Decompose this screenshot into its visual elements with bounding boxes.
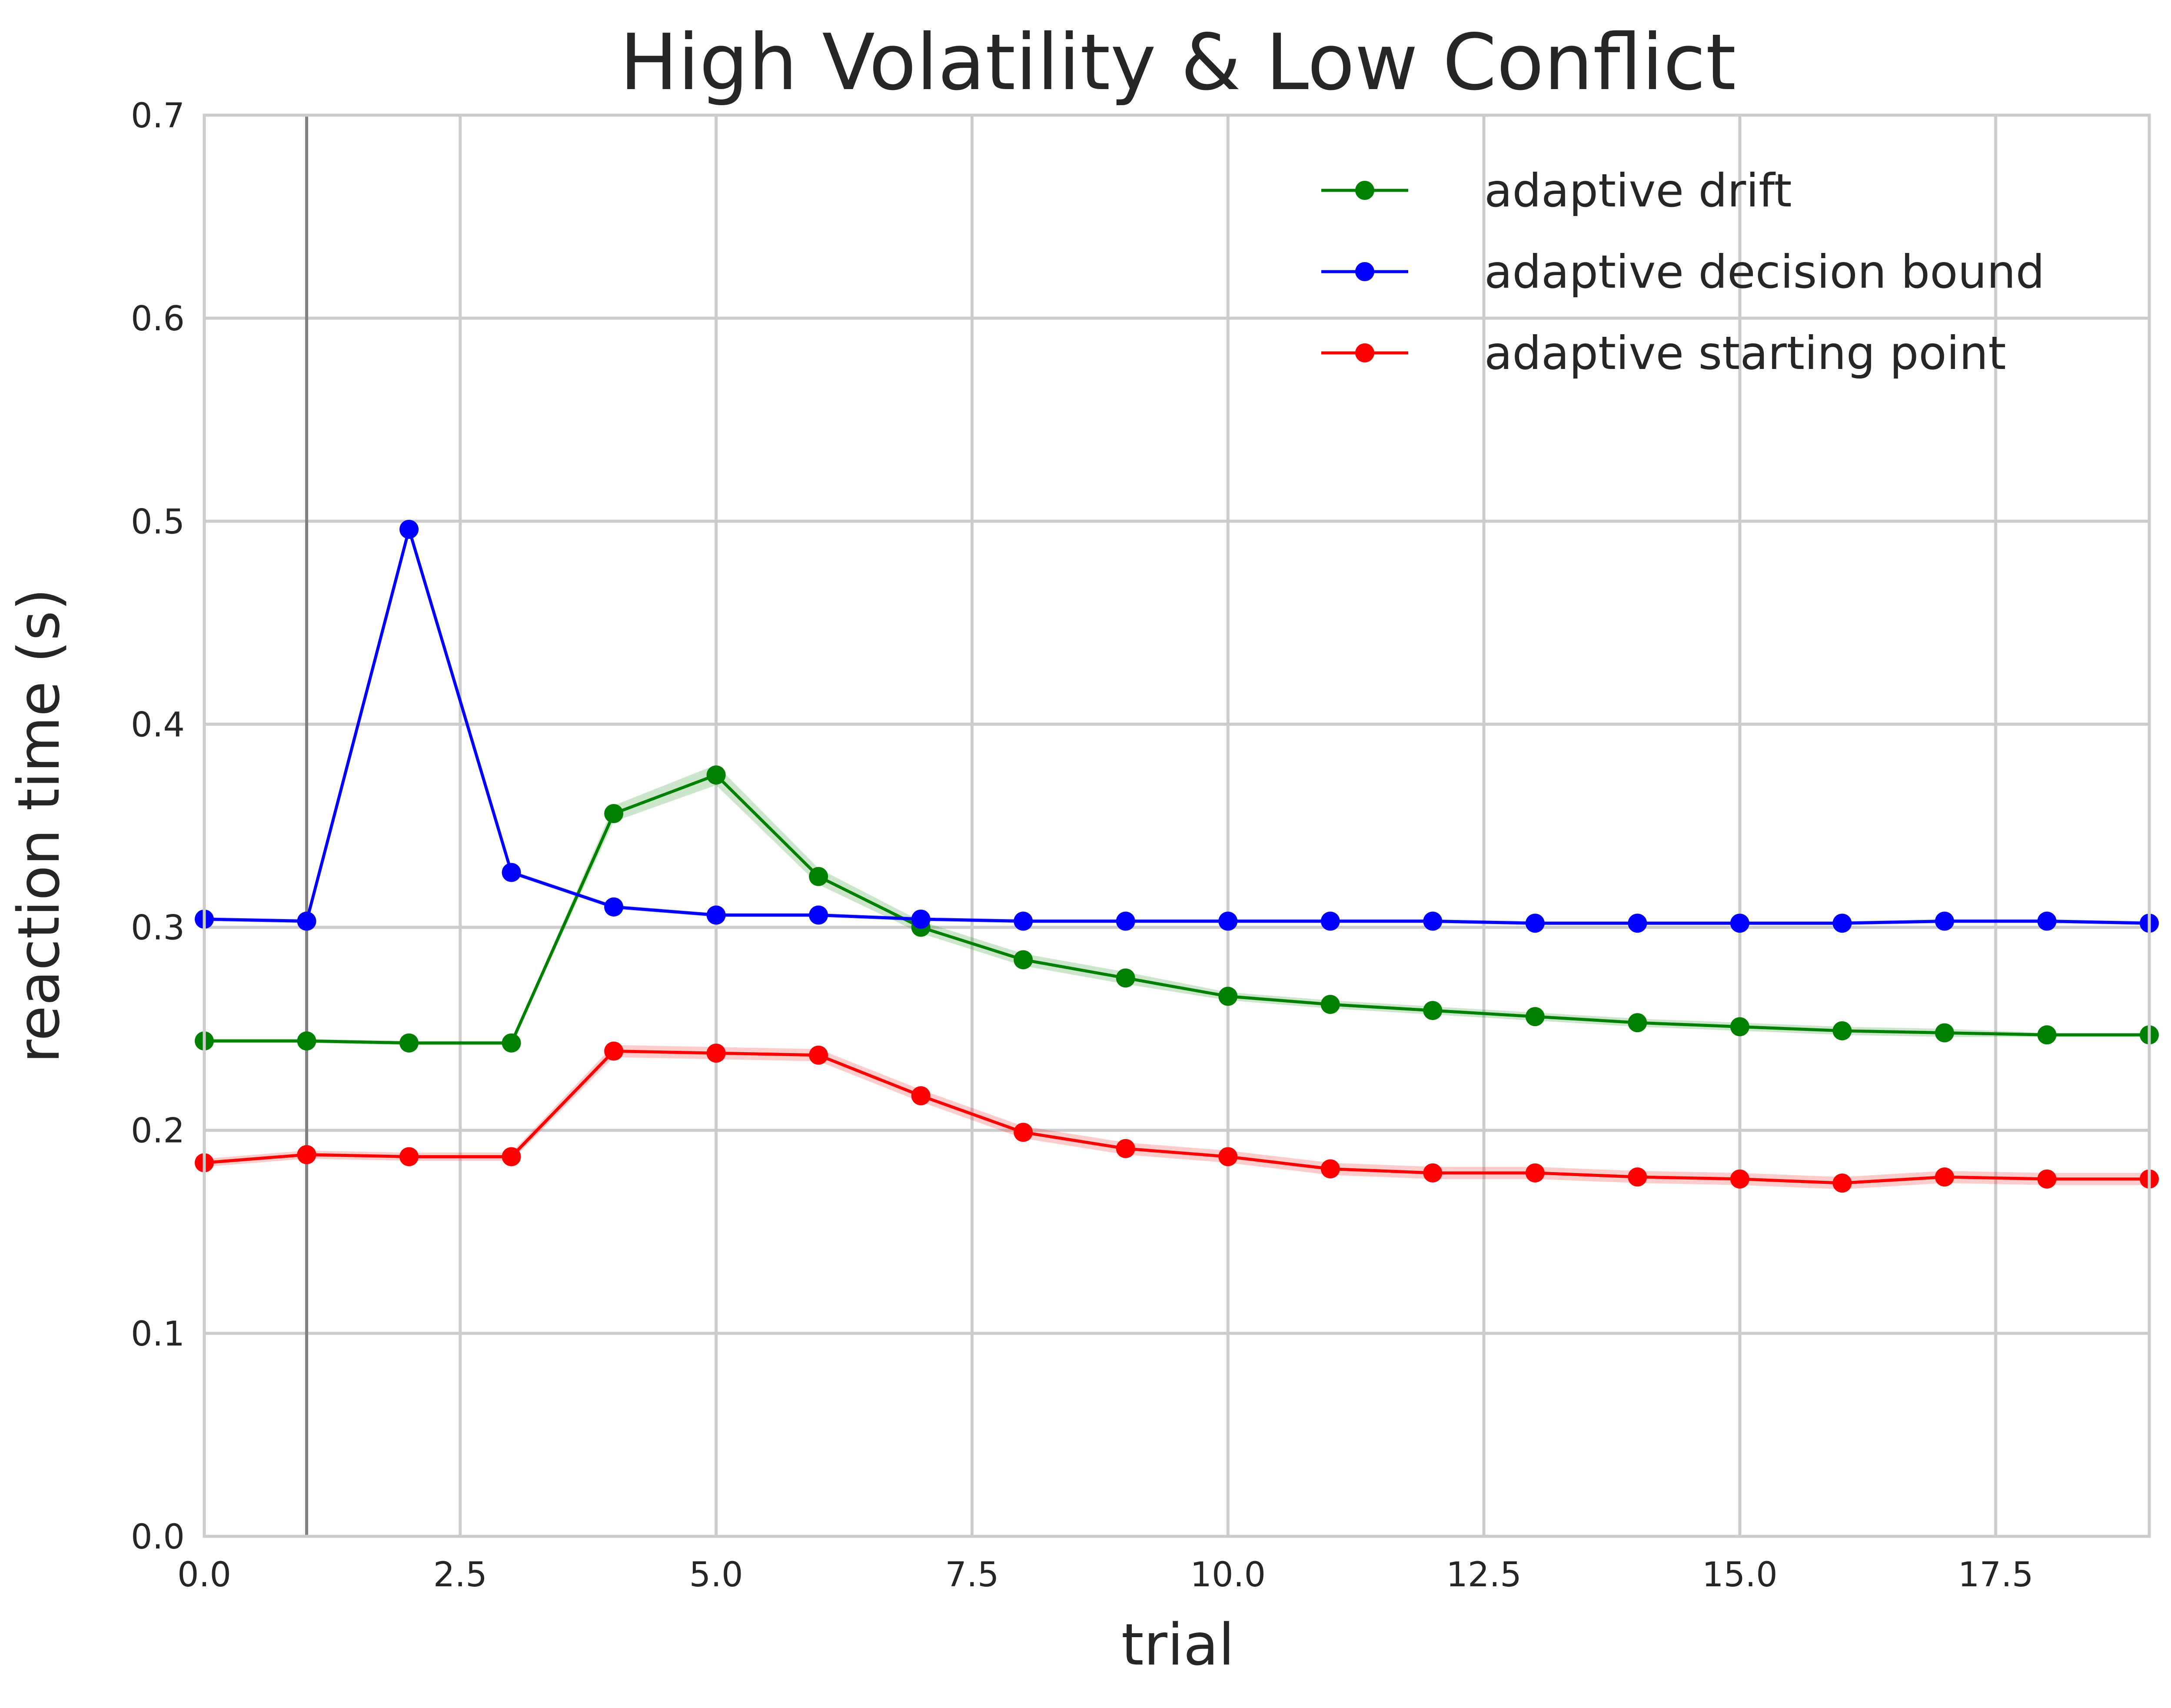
adaptive-decision-bound-point <box>1014 911 1033 931</box>
adaptive-drift-point <box>604 804 624 823</box>
adaptive-starting-point-point <box>1525 1163 1545 1183</box>
x-tick-label: 17.5 <box>1958 1555 2034 1595</box>
adaptive-starting-point-point <box>706 1043 726 1063</box>
adaptive-drift-point <box>809 867 828 886</box>
adaptive-drift-point <box>297 1031 316 1051</box>
adaptive-decision-bound-point <box>706 905 726 925</box>
adaptive-decision-bound-point <box>1832 914 1852 933</box>
adaptive-starting-point-band <box>204 1045 2149 1190</box>
adaptive-starting-point-point <box>1116 1139 1135 1158</box>
adaptive-drift-point <box>1628 1013 1647 1033</box>
chart-title: High Volatility & Low Conflict <box>620 17 1736 107</box>
adaptive-starting-point-point <box>809 1045 828 1065</box>
x-tick-label: 2.5 <box>433 1555 487 1595</box>
adaptive-starting-point-point <box>1935 1167 1954 1187</box>
adaptive-decision-bound-point <box>809 905 828 925</box>
x-tick-label: 12.5 <box>1446 1555 1522 1595</box>
adaptive-drift-point <box>1935 1023 1954 1043</box>
adaptive-starting-point-point <box>1320 1159 1340 1179</box>
adaptive-drift-line <box>204 773 2149 1045</box>
legend-marker <box>1355 343 1374 362</box>
x-tick-label: 15.0 <box>1702 1555 1778 1595</box>
legend: adaptive drift adaptive decision bound ada… <box>1321 164 2045 380</box>
x-tick-label: 5.0 <box>689 1555 743 1595</box>
adaptive-drift-point <box>1525 1007 1545 1027</box>
x-tick-label: 0.0 <box>177 1555 231 1595</box>
adaptive-drift-point <box>399 1033 419 1053</box>
y-tick-label: 0.5 <box>131 502 185 542</box>
adaptive-decision-bound-point <box>1525 914 1545 933</box>
legend-label: adaptive decision bound <box>1484 246 2045 299</box>
adaptive-starting-point-point <box>911 1086 931 1106</box>
y-tick-label: 0.3 <box>131 909 185 948</box>
adaptive-starting-point-point <box>1730 1169 1749 1189</box>
legend-label: adaptive starting point <box>1484 327 2006 380</box>
adaptive-decision-bound-point <box>1628 914 1647 933</box>
adaptive-starting-point-point <box>297 1145 316 1164</box>
adaptive-drift-point <box>1218 987 1238 1006</box>
adaptive-starting-point-point <box>502 1147 521 1166</box>
adaptive-starting-point-point <box>604 1041 624 1061</box>
y-tick-label: 0.0 <box>131 1518 185 1557</box>
adaptive-starting-point-point <box>2037 1169 2057 1189</box>
adaptive-drift-point <box>706 765 726 785</box>
adaptive-drift-band <box>204 764 2149 1045</box>
adaptive-decision-bound-point <box>1320 911 1340 931</box>
adaptive-drift-point <box>1730 1017 1749 1037</box>
y-tick-label: 0.2 <box>131 1112 185 1151</box>
x-axis-title: trial <box>1121 1612 1234 1678</box>
plot-frame <box>203 113 2151 1538</box>
x-tick-label: 10.0 <box>1190 1555 1266 1595</box>
adaptive-drift-point <box>1423 1001 1443 1020</box>
adaptive-drift-point <box>1832 1021 1852 1040</box>
adaptive-decision-bound-point <box>297 911 316 931</box>
adaptive-decision-bound-point <box>1218 911 1238 931</box>
y-tick-labels: 0.0 0.1 0.2 0.3 0.4 0.5 0.6 0.7 <box>131 96 185 1557</box>
adaptive-decision-bound-point <box>604 897 624 917</box>
adaptive-drift-point <box>1320 995 1340 1014</box>
adaptive-drift-point <box>1014 950 1033 970</box>
adaptive-decision-bound-point <box>911 909 931 929</box>
adaptive-starting-point-point <box>1832 1173 1852 1193</box>
adaptive-starting-point-point <box>1628 1167 1647 1187</box>
legend-label: adaptive drift <box>1484 164 1792 217</box>
y-tick-label: 0.4 <box>131 705 185 744</box>
x-tick-label: 7.5 <box>945 1555 999 1595</box>
adaptive-decision-bound-point <box>1116 911 1135 931</box>
y-tick-label: 0.6 <box>131 299 185 339</box>
adaptive-starting-point-line <box>204 1049 2149 1185</box>
adaptive-starting-point-point <box>1423 1163 1443 1183</box>
legend-marker <box>1355 181 1374 200</box>
y-tick-label: 0.7 <box>131 96 185 136</box>
adaptive-decision-bound-point <box>2037 911 2057 931</box>
series-lines <box>195 519 2159 1193</box>
adaptive-decision-bound-point <box>1730 914 1749 933</box>
y-axis-title: reaction time (s) <box>6 588 73 1063</box>
adaptive-decision-bound-point <box>1423 911 1443 931</box>
adaptive-starting-point-point <box>1218 1147 1238 1166</box>
adaptive-decision-bound-line <box>204 523 2150 925</box>
adaptive-drift-point <box>2037 1025 2057 1045</box>
adaptive-decision-bound-point <box>399 519 419 539</box>
x-tick-labels: 0.0 2.5 5.0 7.5 10.0 12.5 15.0 17.5 <box>177 1555 2034 1595</box>
adaptive-drift-point <box>1116 968 1135 988</box>
legend-marker <box>1355 262 1374 281</box>
adaptive-decision-bound-point <box>1935 911 1954 931</box>
adaptive-starting-point-point <box>1014 1123 1033 1142</box>
adaptive-decision-bound-point <box>502 863 521 882</box>
adaptive-starting-point-point <box>399 1147 419 1166</box>
adaptive-drift-point <box>502 1033 521 1053</box>
y-tick-label: 0.1 <box>131 1315 185 1354</box>
